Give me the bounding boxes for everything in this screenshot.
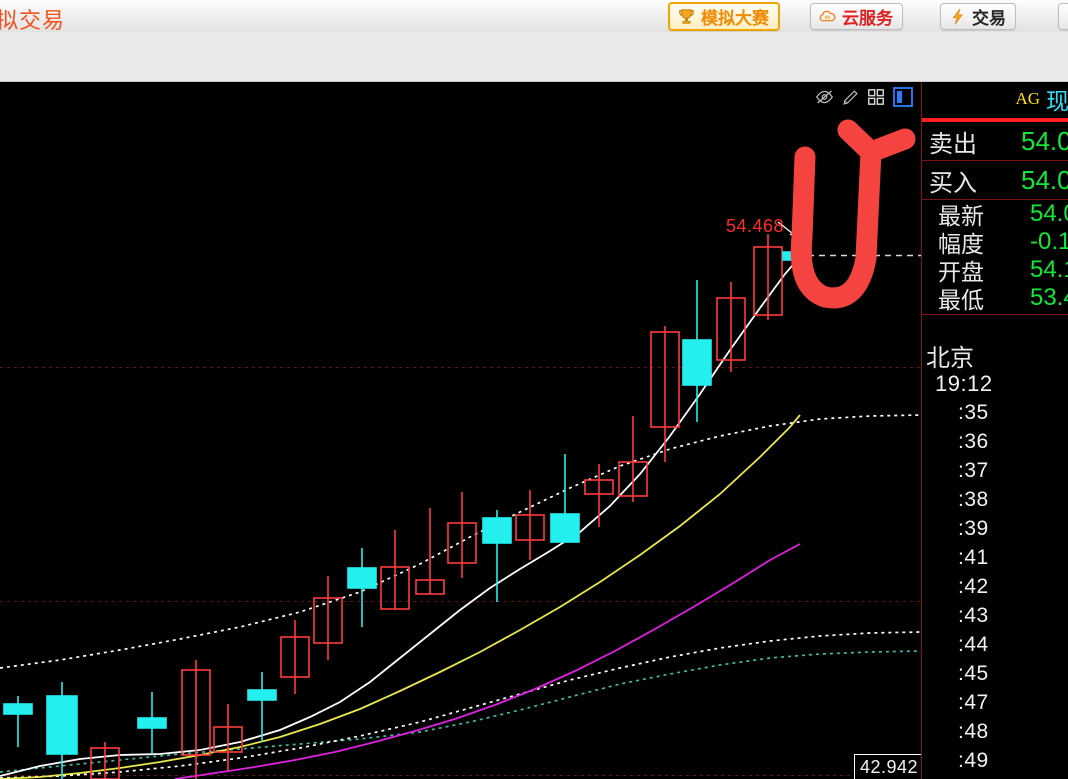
cloud-service-button[interactable]: 云服务 bbox=[810, 3, 903, 30]
candle bbox=[347, 548, 377, 627]
pencil-icon[interactable] bbox=[842, 89, 859, 106]
toolbar-secondary-strip bbox=[0, 32, 1068, 82]
handdrawn-u-annotation bbox=[790, 119, 916, 309]
candle bbox=[380, 530, 410, 610]
candle bbox=[550, 454, 580, 543]
trade-button[interactable]: 交易 bbox=[940, 3, 1016, 30]
quote-row-low-label: 最低 bbox=[938, 287, 984, 313]
quote-row-change-label: 幅度 bbox=[938, 231, 984, 257]
more-button[interactable] bbox=[1058, 3, 1068, 30]
tick-item[interactable]: 19:12 bbox=[935, 371, 993, 396]
eye-off-icon[interactable] bbox=[815, 89, 834, 105]
tick-time-list[interactable]: 19:12 :35 :36 :37 :38 :39 :41 :42 :43 :4… bbox=[922, 369, 1068, 775]
chart-canvas bbox=[0, 119, 921, 779]
candle bbox=[618, 416, 648, 502]
candle bbox=[137, 692, 167, 754]
annotation-price-label: 54.468 bbox=[726, 216, 785, 236]
quote-row-change-value: -0.1 bbox=[1030, 228, 1068, 255]
trophy-icon bbox=[677, 7, 696, 26]
quote-divider bbox=[922, 314, 1068, 315]
cloud-service-button-label: 云服务 bbox=[842, 9, 893, 28]
quote-row-buy: 买入 54.0 bbox=[922, 161, 1068, 200]
chart-gridlines bbox=[0, 367, 921, 776]
quote-row-low-value: 53.4 bbox=[1030, 284, 1068, 311]
grid-four-icon[interactable] bbox=[867, 88, 885, 106]
quote-row-open: 开盘 54.1 bbox=[922, 256, 1068, 285]
candle bbox=[90, 742, 120, 779]
candle bbox=[313, 576, 343, 660]
candle bbox=[650, 326, 680, 462]
candlestick-chart[interactable]: 54.468 42.942 bbox=[0, 82, 921, 779]
quote-row-last-value: 54.0 bbox=[1030, 200, 1068, 227]
candle bbox=[3, 696, 33, 747]
candle bbox=[682, 280, 712, 422]
candle bbox=[181, 660, 211, 779]
quote-row-open-label: 开盘 bbox=[938, 259, 984, 285]
trade-button-label: 交易 bbox=[972, 9, 1006, 28]
ma-white-line bbox=[0, 259, 798, 777]
tick-item[interactable]: :45 bbox=[958, 662, 989, 685]
tick-item[interactable]: :43 bbox=[958, 604, 989, 627]
candle bbox=[482, 510, 512, 602]
candle bbox=[46, 682, 78, 779]
app-title: 拟交易 bbox=[0, 8, 66, 33]
candle bbox=[247, 672, 277, 742]
tick-item[interactable]: :44 bbox=[958, 633, 989, 656]
contest-button[interactable]: 模拟大赛 bbox=[668, 2, 780, 31]
quote-row-low: 最低 53.4 bbox=[922, 284, 1068, 313]
tick-item[interactable]: :37 bbox=[958, 459, 989, 482]
tick-item[interactable]: :38 bbox=[958, 488, 989, 511]
quote-header-rule bbox=[922, 118, 1068, 122]
tick-city-label: 北京 bbox=[926, 345, 974, 372]
band-upper-dotted bbox=[0, 414, 921, 669]
tick-item[interactable]: :49 bbox=[958, 749, 989, 772]
workspace: 54.468 42.942 AG 现 卖出 54.0 买入 54.0 最新 54… bbox=[0, 82, 1068, 779]
candle bbox=[415, 508, 445, 595]
quote-row-last: 最新 54.0 bbox=[922, 200, 1068, 229]
chart-toolbar bbox=[815, 85, 913, 109]
symbol-header[interactable]: AG 现 bbox=[922, 82, 1068, 116]
quote-row-last-label: 最新 bbox=[938, 203, 984, 229]
candle bbox=[716, 282, 746, 372]
candle bbox=[447, 492, 477, 578]
quote-row-open-value: 54.1 bbox=[1030, 256, 1068, 283]
candle bbox=[280, 620, 310, 694]
quote-row-buy-value: 54.0 bbox=[1021, 164, 1068, 195]
lightning-icon bbox=[948, 7, 967, 26]
top-toolbar: 拟交易 模拟大赛 云服务 bbox=[0, 0, 1068, 33]
candle bbox=[584, 464, 614, 527]
tick-item[interactable]: :39 bbox=[958, 517, 989, 540]
quote-row-sell-value: 54.0 bbox=[1021, 125, 1068, 156]
split-panel-icon[interactable] bbox=[893, 87, 913, 107]
tick-item[interactable]: :41 bbox=[958, 546, 989, 569]
quote-row-sell-label: 卖出 bbox=[929, 130, 977, 158]
ma-yellow-line bbox=[0, 414, 801, 779]
symbol-code: AG bbox=[1015, 89, 1040, 108]
candle-series bbox=[3, 230, 812, 779]
quote-panel: AG 现 卖出 54.0 买入 54.0 最新 54.0 幅度 -0.1 开盘 … bbox=[921, 82, 1068, 779]
symbol-name: 现 bbox=[1046, 88, 1068, 114]
candle bbox=[753, 234, 783, 320]
quote-row-change: 幅度 -0.1 bbox=[922, 228, 1068, 257]
tick-item[interactable]: :48 bbox=[958, 720, 989, 743]
ma-magenta-line bbox=[174, 543, 801, 779]
axis-price-tag: 42.942 bbox=[854, 754, 921, 779]
cloud-icon bbox=[818, 7, 837, 26]
quote-row-buy-label: 买入 bbox=[929, 169, 977, 197]
band-mid-dotted bbox=[0, 650, 921, 773]
quote-row-sell: 卖出 54.0 bbox=[922, 122, 1068, 161]
contest-button-label: 模拟大赛 bbox=[701, 9, 769, 28]
candle bbox=[213, 704, 243, 771]
tick-item[interactable]: :36 bbox=[958, 430, 989, 453]
candle bbox=[515, 490, 545, 560]
tick-item[interactable]: :42 bbox=[958, 575, 989, 598]
band-lower-dotted bbox=[0, 631, 921, 779]
tick-item[interactable]: :47 bbox=[958, 691, 989, 714]
tick-item[interactable]: :35 bbox=[958, 401, 989, 424]
